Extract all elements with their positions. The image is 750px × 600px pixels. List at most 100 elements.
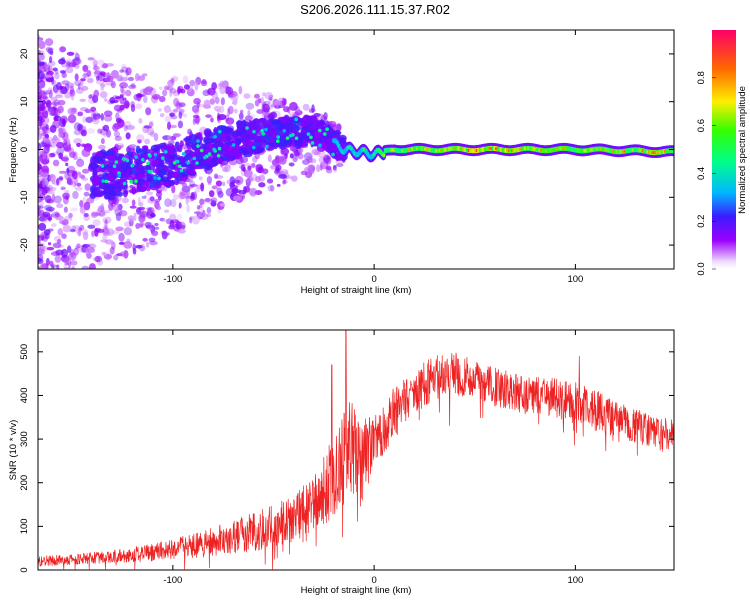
spectrogram-cell	[332, 167, 338, 173]
spectrogram-cell	[199, 198, 205, 205]
spectrogram-cell	[82, 196, 87, 203]
spectrogram-cell	[113, 254, 119, 261]
spectrogram-cell	[176, 213, 183, 221]
colorbar-tick-label: 0.8	[696, 71, 707, 84]
spectrogram-cell	[104, 179, 109, 184]
spectrogram-cell	[135, 103, 143, 110]
spectrogram-cell	[179, 191, 189, 200]
spectrogram-cell	[131, 186, 137, 195]
spectrogram-cell	[44, 195, 52, 204]
spectrogram-cell	[38, 205, 44, 209]
spectrogram-cell	[185, 197, 189, 205]
spectrogram-cell	[198, 176, 203, 181]
spectrogram-cell	[113, 122, 122, 130]
spectrogram-cell	[142, 165, 151, 170]
spectrogram-cell	[42, 211, 51, 218]
spectrogram-cell	[47, 109, 55, 113]
spectrogram-cell	[310, 141, 315, 145]
spectrogram-cell	[73, 138, 83, 145]
spectrogram-cell	[170, 153, 178, 160]
spectrogram-cell	[38, 53, 45, 61]
spectrogram-cell	[288, 133, 293, 138]
spectrogram-cell	[66, 61, 71, 69]
spectrogram-cell	[160, 176, 170, 183]
spectrogram-cell	[127, 215, 135, 222]
spectrogram-cell	[75, 58, 82, 65]
spectrogram-cell	[104, 221, 108, 229]
spectrogram-cell	[90, 106, 97, 112]
spectrogram-cell	[125, 175, 135, 181]
spectrogram-cell	[174, 141, 180, 149]
spectrogram-cell	[206, 175, 213, 184]
spectrogram-cell	[256, 109, 264, 114]
spectrogram-cell	[40, 171, 49, 176]
spectrogram-cell	[50, 251, 60, 256]
spectrogram-cell	[307, 167, 315, 175]
spectrogram-cell	[53, 275, 58, 278]
spectrogram-cell	[207, 182, 212, 186]
spectrogram-cell	[58, 176, 64, 181]
spectrogram-cell	[173, 108, 178, 113]
spectrogram-cell	[175, 101, 181, 110]
figure-title: S206.2026.111.15.37.R02	[300, 2, 450, 17]
spectrogram-cell	[156, 163, 164, 169]
spectrogram-cell	[167, 134, 172, 142]
spectrogram-cell	[267, 185, 274, 192]
spectrogram-cell	[201, 79, 207, 85]
spectrogram-cell	[216, 125, 227, 130]
spectrogram-cell	[69, 151, 76, 158]
spectrogram-cell	[39, 264, 47, 269]
spectrogram-cell	[153, 152, 158, 157]
spectrogram-cell	[38, 86, 43, 95]
spectrogram-cell	[110, 69, 119, 79]
spectrogram-cell	[146, 127, 155, 136]
spectrogram-cell	[268, 138, 275, 143]
snr-y-label: SNR (10 * v/v)	[8, 420, 19, 481]
spectrogram-cell	[57, 99, 66, 106]
spectrogram-cell	[257, 166, 265, 174]
spectrogram-cell	[71, 59, 76, 68]
spectrogram-cell	[73, 225, 81, 230]
spectrogram-cell	[157, 176, 161, 181]
spectrogram-cell	[177, 120, 183, 129]
spectrogram-cell	[83, 201, 91, 211]
spectrogram-cell	[64, 189, 70, 197]
spectrogram-cell	[311, 148, 320, 156]
snr-series-line	[38, 330, 674, 570]
spectrogram-cell	[97, 72, 105, 82]
spectrogram-cell	[126, 124, 136, 131]
spectrogram-cell	[135, 148, 146, 154]
spectrogram-cell	[163, 105, 171, 114]
spectrogram-cell	[105, 150, 115, 157]
spectrogram-cell	[194, 108, 200, 115]
spectrogram-cell	[56, 147, 64, 156]
spectrogram-cell	[104, 239, 114, 245]
spectrogram-cell	[46, 64, 50, 70]
spectrogram-cell	[117, 173, 122, 178]
spectrogram-cell	[118, 232, 125, 242]
spectrogram-cell	[190, 193, 195, 202]
spectrogram-cell	[233, 108, 238, 114]
spectrogram-cell	[203, 99, 211, 108]
colorbar-tick-label: 0.0	[696, 262, 707, 275]
spectrogram-cell	[81, 148, 91, 158]
spectrogram-cell	[145, 174, 153, 183]
spectrogram-cell	[227, 105, 234, 115]
spectrogram-cell	[154, 222, 159, 227]
spectrogram-cell	[199, 212, 209, 220]
spectrogram-cell	[41, 99, 46, 105]
snr-y-tick-label: 0	[19, 567, 30, 572]
spectrogram-cell	[38, 171, 42, 175]
spectrogram-cell	[245, 178, 251, 187]
spectrogram-cell	[72, 190, 79, 200]
spectrogram-cell	[56, 178, 60, 186]
spectrogram-cell	[276, 130, 283, 135]
spectrogram-cell	[74, 79, 82, 87]
spectrogram-cell	[212, 147, 216, 152]
spectrogram-cell	[183, 84, 190, 90]
spectrogram-cell	[58, 273, 66, 280]
spectrogram-cell	[92, 219, 101, 227]
spectrogram-cell	[286, 116, 293, 123]
spectrogram-cell	[40, 91, 46, 98]
spectrogram-cell	[207, 152, 212, 156]
